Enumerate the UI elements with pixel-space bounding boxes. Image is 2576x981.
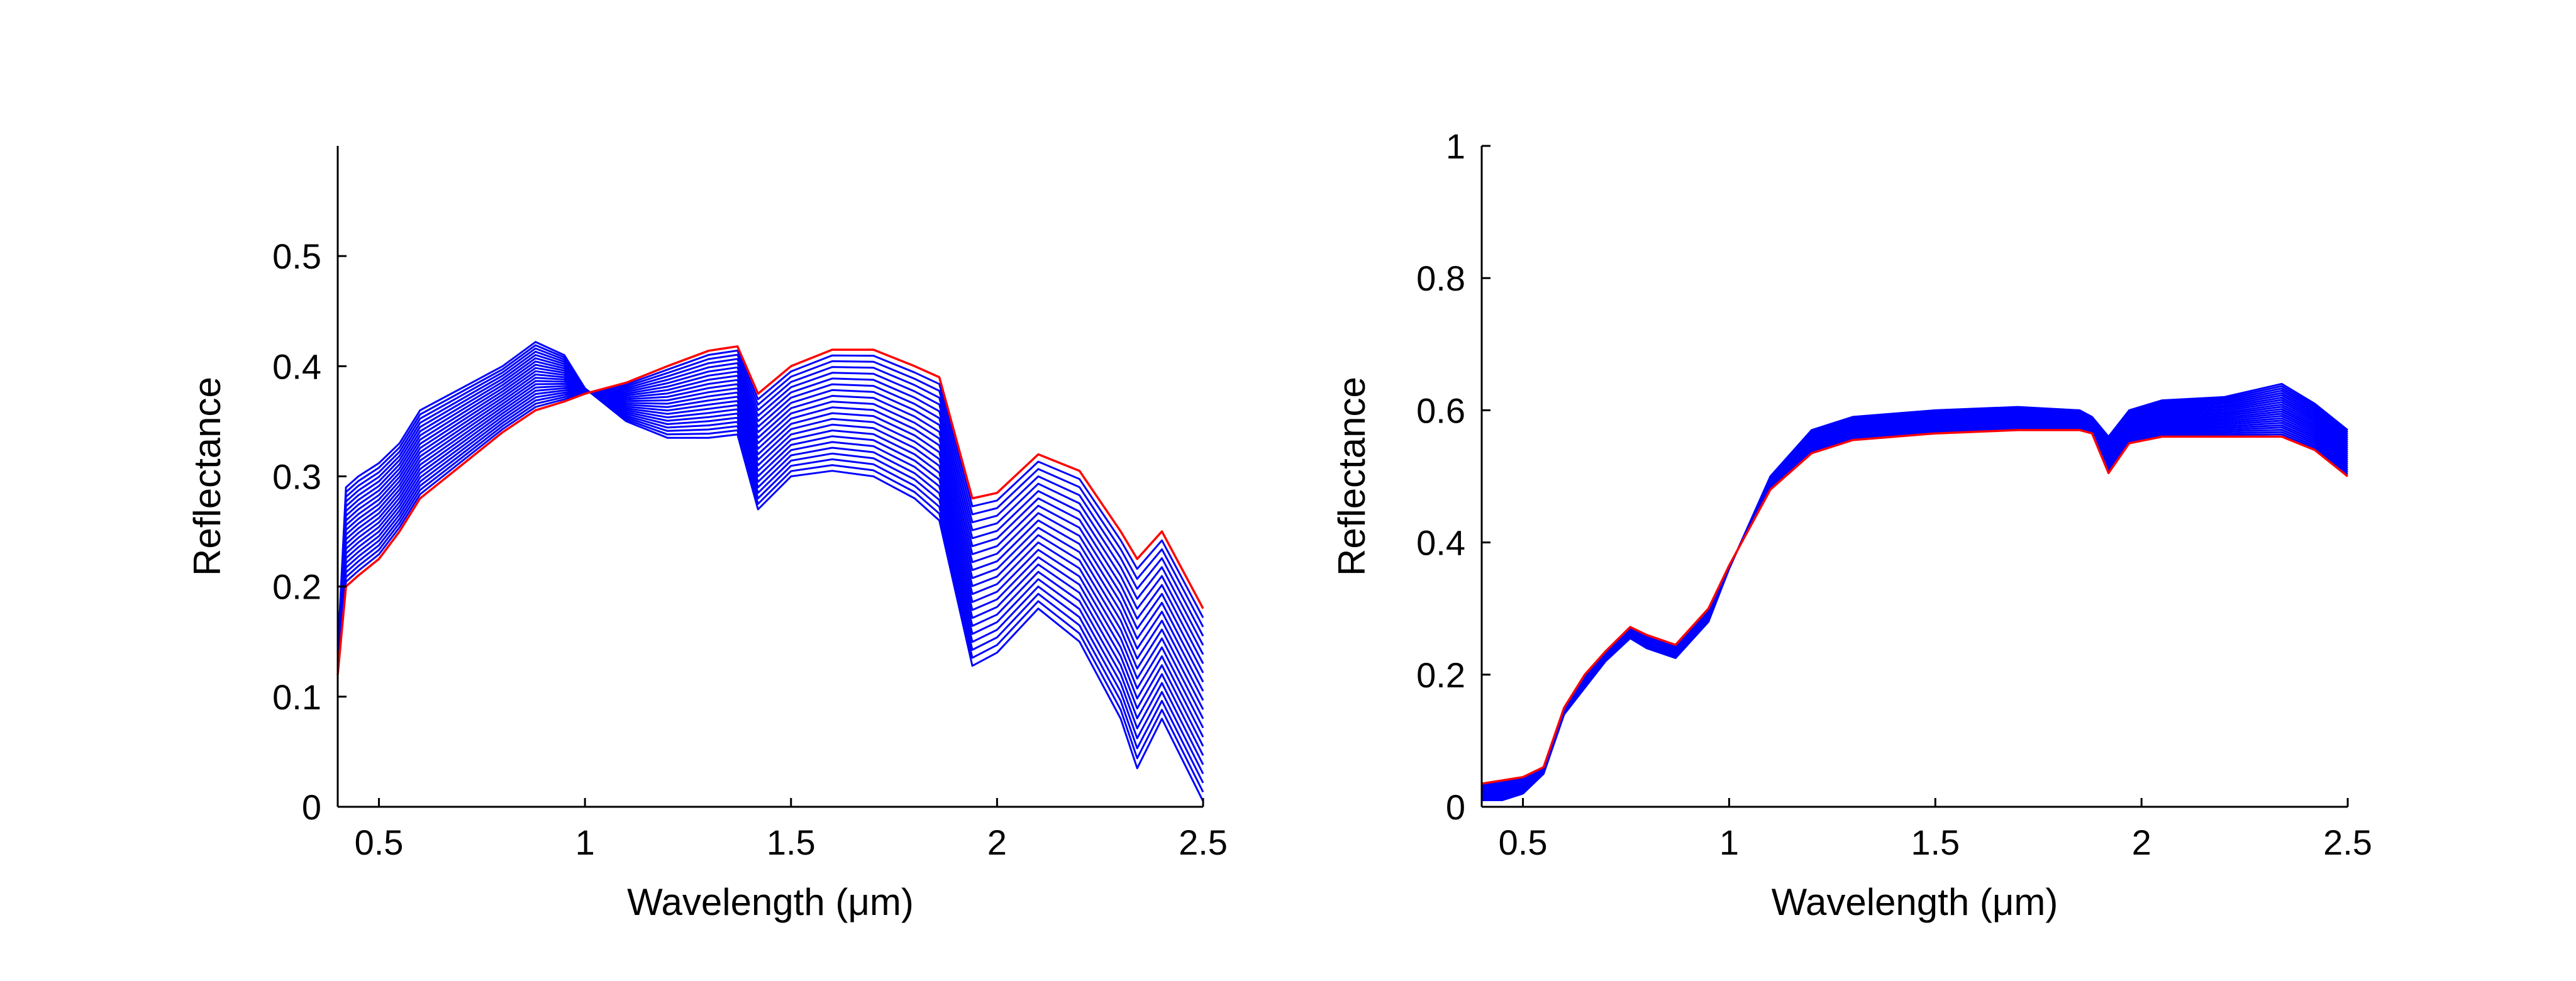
series-line-18 <box>1481 422 2348 789</box>
x-axis-title: Wavelength (μm) <box>627 881 914 923</box>
series-line-11 <box>336 374 1204 710</box>
x-tick-label: 1.5 <box>767 823 816 862</box>
x-tick-label: 0.5 <box>355 823 404 862</box>
x-tick-label: 2.5 <box>1179 823 1228 862</box>
chart-right: 0.5 1 1.5 2 2.5 0 0.2 0.4 0.6 0.8 1 Wavelength (μm)… <box>1331 126 2372 923</box>
series-line-9 <box>1481 401 2348 795</box>
y-tick-label: 0.2 <box>1416 655 1465 695</box>
y-tick-label: 0.6 <box>1416 391 1465 430</box>
series-line-13 <box>336 380 1204 692</box>
series-line-8 <box>1481 399 2348 796</box>
series-line-10 <box>1481 403 2348 795</box>
series-line-14 <box>1481 413 2348 792</box>
series-line-21 <box>1481 426 2348 787</box>
x-tick-label: 1 <box>1719 823 1739 862</box>
x-tick-label: 2 <box>2132 823 2151 862</box>
series-line-18 <box>336 362 1204 671</box>
series-line-1 <box>336 341 1204 802</box>
x-tick-label: 1.5 <box>1911 823 1960 862</box>
series-lines <box>1481 382 2349 801</box>
series-line-3 <box>1481 387 2348 800</box>
y-tick-label: 0.5 <box>272 236 321 276</box>
y-tick-label: 0.3 <box>272 457 321 497</box>
series-line-3 <box>336 347 1204 784</box>
x-axis-title: Wavelength (μm) <box>1772 881 2058 923</box>
series-line-6 <box>336 357 1204 756</box>
y-tick-label: 0 <box>302 787 321 827</box>
series-line-8 <box>336 363 1204 738</box>
series-line-13 <box>1481 410 2348 793</box>
series-line-2 <box>1481 385 2348 801</box>
series-lines <box>336 341 1204 802</box>
series-line-5 <box>336 354 1204 765</box>
y-tick-label: 0.1 <box>272 677 321 717</box>
y-tick-label: 0.2 <box>272 567 321 607</box>
series-line-1 <box>1482 382 2348 801</box>
series-line-4 <box>1481 389 2348 799</box>
series-line-10 <box>336 370 1204 719</box>
series-line-4 <box>336 350 1204 775</box>
x-tick-label: 0.5 <box>1499 823 1548 862</box>
series-line-20 <box>1481 425 2348 788</box>
y-tick-label: 0.8 <box>1416 258 1465 298</box>
series-line-7 <box>1481 396 2348 797</box>
series-line-21 <box>336 350 1204 674</box>
series-line-6 <box>1481 394 2348 798</box>
series-line-23 <box>1481 428 2348 785</box>
series-line-9 <box>336 367 1204 729</box>
series-line-7 <box>336 360 1204 747</box>
series-line-16 <box>336 370 1204 668</box>
series-line-5 <box>1481 392 2348 799</box>
series-line-22 <box>1481 427 2348 786</box>
x-tick-label: 1 <box>575 823 595 862</box>
series-line-12 <box>336 377 1204 701</box>
series-line-15 <box>1481 415 2348 791</box>
series-line-17 <box>336 366 1204 670</box>
series-line-17 <box>1481 419 2348 790</box>
series-line-reference <box>336 345 1204 675</box>
chart-left: 0.5 1 1.5 2 2.5 0 0.1 0.2 0.3 0.4 0.5 Wavelength (μ… <box>186 146 1228 923</box>
y-tick-label: 1 <box>1446 126 1465 166</box>
series-line-15 <box>336 375 1204 673</box>
x-tick-label: 2.5 <box>2323 823 2372 862</box>
series-line-reference <box>1481 429 2349 785</box>
series-line-20 <box>336 353 1204 673</box>
series-line-11 <box>1481 406 2348 794</box>
y-tick-label: 0.4 <box>272 346 321 386</box>
series-line-19 <box>336 358 1204 672</box>
series-line-14 <box>336 379 1204 683</box>
series-line-16 <box>1481 417 2348 790</box>
series-line-2 <box>336 344 1204 793</box>
y-axis-title: Reflectance <box>186 377 228 576</box>
series-line-19 <box>1481 424 2348 789</box>
x-tick-label: 2 <box>987 823 1007 862</box>
y-axis-title: Reflectance <box>1331 377 1373 576</box>
y-tick-label: 0 <box>1446 787 1465 827</box>
y-tick-label: 0.4 <box>1416 523 1465 563</box>
series-line-12 <box>1481 408 2348 794</box>
